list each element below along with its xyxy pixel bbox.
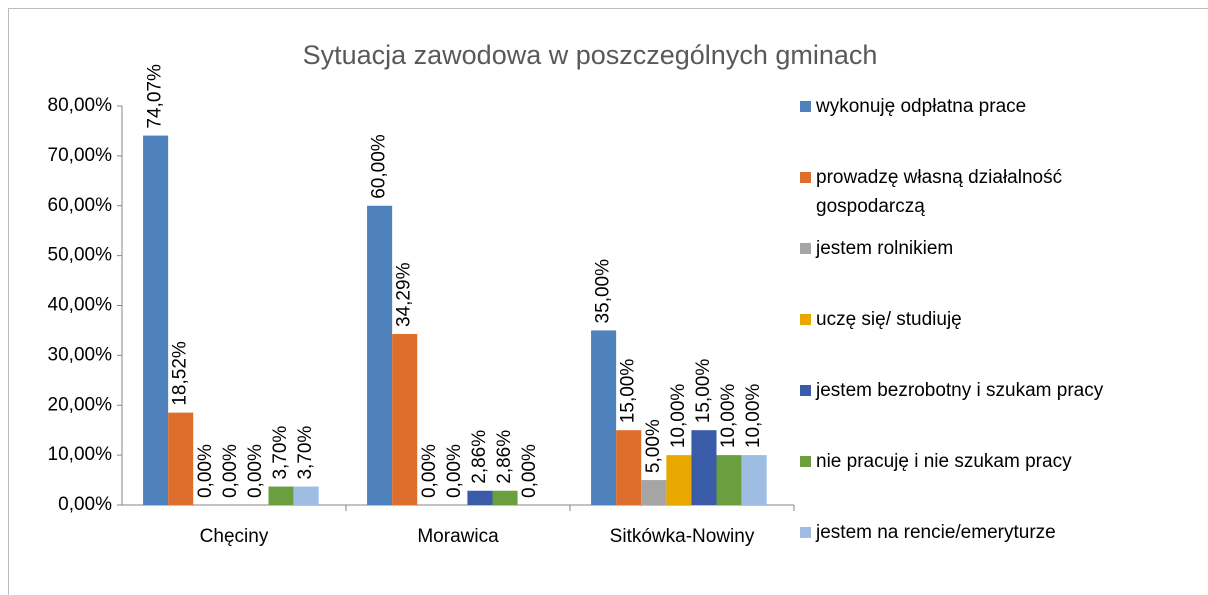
legend-label: prowadzę własną działalność gospodarczą [816,167,1063,217]
bar [492,490,518,505]
data-label: 0,00% [195,444,216,498]
legend-label: jestem bezrobotny i szukam pracy [816,380,1104,401]
legend-item: nie pracuję i nie szukam pracy [800,447,1156,476]
chart-border [8,8,1208,595]
data-label: 74,07% [145,64,166,129]
legend-swatch [800,314,811,325]
legend-swatch [800,243,811,254]
y-tick-label: 50,00% [48,245,113,266]
legend-swatch [800,172,811,183]
data-label: 0,00% [444,444,465,498]
data-label: 3,70% [270,426,291,480]
bar [168,412,194,505]
data-label: 15,00% [693,359,714,424]
legend-swatch [800,385,811,396]
bar [691,430,717,505]
y-tick-label: 80,00% [48,95,113,116]
bar [293,486,319,505]
legend-label: nie pracuję i nie szukam pracy [816,451,1072,472]
legend-item: prowadzę własną działalność gospodarczą [800,163,1156,221]
data-label: 15,00% [618,359,639,424]
bar [641,480,667,505]
x-tick-label: Sitkówka-Nowiny [610,526,755,547]
data-label: 0,00% [419,444,440,498]
data-label: 10,00% [718,384,739,449]
legend-item: uczę się/ studiuję [800,305,1156,334]
data-label: 35,00% [593,259,614,324]
y-tick-label: 60,00% [48,195,113,216]
data-label: 0,00% [245,444,266,498]
data-label: 10,00% [668,384,689,449]
legend-label: uczę się/ studiuję [816,309,962,330]
legend-label: jestem rolnikiem [816,238,954,259]
data-label: 60,00% [369,134,390,199]
y-tick-label: 20,00% [48,394,113,415]
y-tick-label: 0,00% [58,494,112,515]
bar [467,490,493,505]
legend-swatch [800,527,811,538]
data-label: 0,00% [220,444,241,498]
legend-item: jestem na rencie/emeryturze [800,518,1156,547]
x-tick-label: Morawica [417,526,499,547]
data-label: 10,00% [743,384,764,449]
bar [268,486,294,505]
legend-item: wykonuję odpłatna prace [800,92,1156,121]
chart-title: Sytuacja zawodowa w poszczególnych gmina… [303,40,878,70]
bar [143,135,169,506]
bar [591,330,617,505]
bar [666,455,692,505]
bar [616,430,642,505]
bar [367,205,393,505]
legend-label: jestem na rencie/emeryturze [816,522,1056,543]
data-label: 34,29% [394,262,415,327]
y-tick-label: 70,00% [48,145,113,166]
data-label: 5,00% [643,419,664,473]
y-tick-label: 30,00% [48,344,113,365]
bar [741,455,767,505]
bar [392,333,418,505]
data-label: 0,00% [519,444,540,498]
y-tick-label: 10,00% [48,444,113,465]
data-label: 2,86% [494,430,515,484]
x-tick-label: Chęciny [200,526,269,547]
legend-label: wykonuję odpłatna prace [816,96,1027,117]
data-label: 3,70% [295,426,316,480]
data-label: 18,52% [170,341,191,406]
legend-swatch [800,456,811,467]
legend-item: jestem rolnikiem [800,234,1156,263]
data-label: 2,86% [469,430,490,484]
legend-swatch [800,101,811,112]
bar [716,455,742,505]
legend-item: jestem bezrobotny i szukam pracy [800,376,1156,405]
y-tick-label: 40,00% [48,295,113,316]
